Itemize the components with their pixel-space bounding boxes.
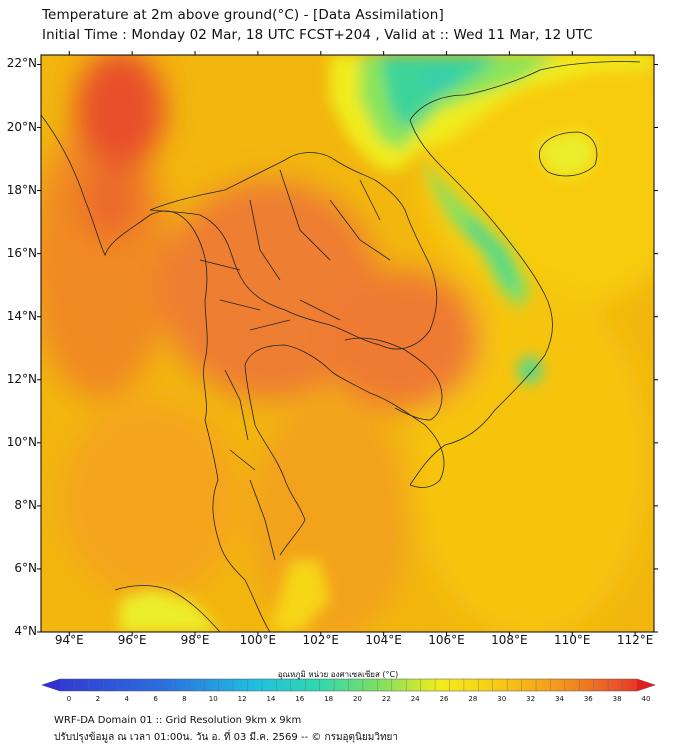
colorbar-title: อุณหภูมิ หน่วย องศาเซลเซียส (°C) [277,670,399,679]
colorbar-tick-label: 22 [381,695,391,703]
colorbar-tick-label: 12 [237,695,247,703]
lon-label: 110°E [554,633,591,647]
colorbar-tick-label: 38 [612,695,622,703]
colorbar-tick-label: 10 [208,695,218,703]
colorbar-tick-label: 36 [583,695,593,703]
colorbar-high-arrow [637,679,655,691]
lon-ticks [68,51,636,636]
colorbar-tick-label: 18 [324,695,334,703]
lon-label: 94°E [54,633,84,647]
colorbar-tick-label: 6 [153,695,158,703]
lon-label: 96°E [117,633,147,647]
lon-label: 112°E [616,633,654,647]
colorbar-tick-label: 24 [410,695,420,703]
colorbar-tick-label: 34 [554,695,564,703]
map-subtitle: Initial Time : Monday 02 Mar, 18 UTC FCS… [42,27,593,43]
lat-label: 6°N [14,560,37,575]
colorbar-tick-label: 40 [641,695,651,703]
colorbar-tick-label: 14 [266,695,276,703]
footer-update: ปรับปรุงข้อมูล ณ เวลา 01:00น. วัน อ. ที่… [54,732,399,743]
temperature-field [41,55,654,632]
lat-label: 14°N [6,308,37,323]
map-frame [40,54,655,633]
lon-label: 106°E [428,633,465,647]
colorbar-tick-label: 28 [468,695,478,703]
lon-label: 98°E [180,633,210,647]
lat-label: 12°N [6,371,37,386]
lat-label: 18°N [6,182,37,197]
colorbar-tick-label: 8 [182,695,187,703]
colorbar-tick-label: 0 [66,695,72,703]
lon-label: 104°E [365,633,402,647]
lat-ticks [37,63,658,633]
lon-label: 102°E [302,633,340,647]
colorbar-low-arrow [42,679,60,691]
colorbar-tick-label: 26 [439,695,449,703]
lat-label: 16°N [6,245,37,260]
map-title: Temperature at 2m above ground(°C) - [Da… [42,7,444,23]
lat-label: 4°N [14,624,37,638]
colorbar-tick-label: 2 [95,695,101,703]
lat-label: 22°N [6,56,37,71]
footer-domain: WRF-DA Domain 01 :: Grid Resolution 9km … [54,715,302,726]
colorbar-tick-label: 30 [497,695,507,703]
colorbar-tick-label: 4 [124,695,129,703]
lon-label: 108°E [491,633,528,647]
colorbar-tick-label: 20 [353,695,362,703]
lat-label: 20°N [6,119,37,134]
lat-label: 10°N [6,434,37,449]
colorbar-tick-label: 32 [526,695,536,703]
colorbar-tick-label: 16 [295,695,305,703]
lat-label: 8°N [14,497,37,512]
lon-label: 100°E [239,633,277,647]
